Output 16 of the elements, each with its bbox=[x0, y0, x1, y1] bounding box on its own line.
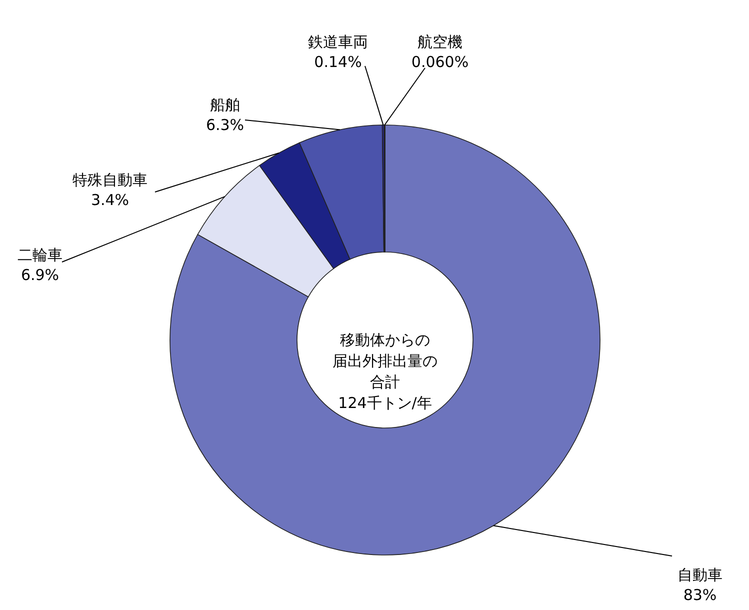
slice-label: 二輪車 bbox=[18, 246, 62, 264]
slice-label: 特殊自動車 bbox=[72, 171, 148, 189]
data-label: 6.3% bbox=[206, 116, 244, 134]
data-label: 3.4% bbox=[90, 191, 130, 209]
text: 移動体からの bbox=[340, 331, 430, 349]
text: 合計 bbox=[370, 373, 400, 391]
data-label: 83% bbox=[683, 586, 717, 604]
data-label: 0.14% bbox=[314, 53, 362, 71]
text: 届出外排出量の bbox=[332, 352, 438, 370]
data-label: 6.9% bbox=[20, 266, 60, 284]
slice-label: 鉄道車両 bbox=[308, 33, 368, 51]
text: 124千トン/年 bbox=[338, 394, 432, 412]
slice-label: 航空機 bbox=[418, 33, 462, 51]
data-label: 0.060% bbox=[411, 53, 469, 71]
slice-label: 船舶 bbox=[210, 96, 240, 114]
slice-label: 自動車 bbox=[678, 566, 722, 584]
